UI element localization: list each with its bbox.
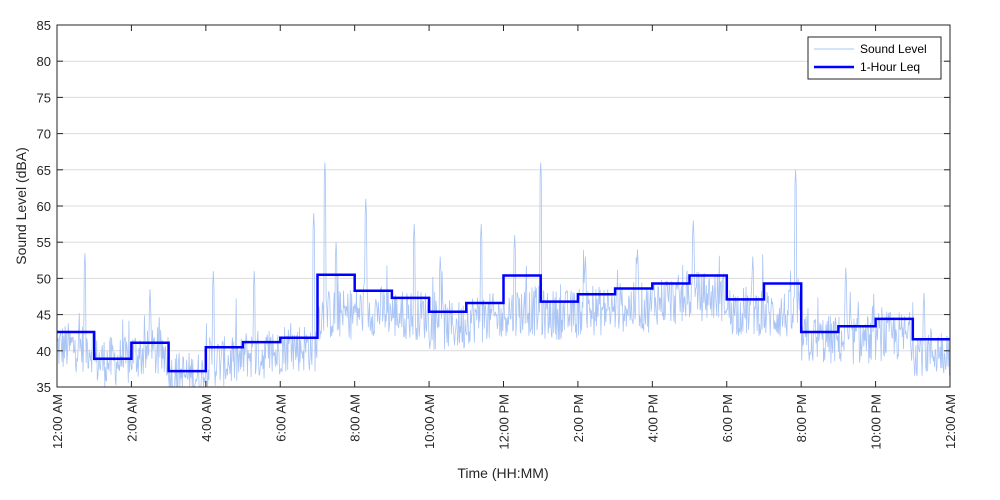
y-axis-label: Sound Level (dBA) <box>13 147 29 265</box>
y-tick-label: 55 <box>37 235 51 250</box>
x-tick-label: 10:00 PM <box>869 394 884 450</box>
y-tick-label: 50 <box>37 271 51 286</box>
legend: Sound Level 1-Hour Leq <box>807 36 942 80</box>
x-tick-label: 12:00 PM <box>497 394 512 450</box>
x-axis-ticks: 12:00 AM 2:00 AM 4:00 AM 6:00 AM 8:00 AM 10:0… <box>50 25 958 450</box>
x-tick-label: 12:00 AM <box>943 394 958 449</box>
leq-series <box>57 273 950 373</box>
y-tick-label: 80 <box>37 54 51 69</box>
y-tick-label: 75 <box>37 90 51 105</box>
x-tick-label: 2:00 PM <box>571 394 586 442</box>
legend-box <box>807 36 942 80</box>
x-tick-label: 12:00 AM <box>50 394 65 449</box>
y-tick-label: 70 <box>37 127 51 142</box>
y-tick-label: 45 <box>37 308 51 323</box>
y-tick-label: 85 <box>37 18 51 33</box>
y-tick-label: 60 <box>37 199 51 214</box>
x-tick-label: 6:00 PM <box>720 394 735 442</box>
x-tick-label: 4:00 PM <box>645 394 660 442</box>
x-tick-label: 6:00 AM <box>273 394 288 442</box>
x-tick-label: 8:00 PM <box>794 394 809 442</box>
x-tick-label: 4:00 AM <box>199 394 214 442</box>
y-tick-label: 40 <box>37 344 51 359</box>
legend-label-sound-level: Sound Level <box>860 42 927 56</box>
leq-step-line <box>57 273 950 373</box>
y-tick-label: 65 <box>37 163 51 178</box>
legend-label-leq: 1-Hour Leq <box>860 60 920 74</box>
x-axis-label: Time (HH:MM) <box>457 465 548 481</box>
y-tick-label: 35 <box>37 380 51 395</box>
y-axis-ticks: 35 40 45 50 55 60 65 70 75 80 85 <box>37 18 950 395</box>
x-tick-label: 10:00 AM <box>422 394 437 449</box>
x-tick-label: 8:00 AM <box>348 394 363 442</box>
x-tick-label: 2:00 AM <box>124 394 139 442</box>
